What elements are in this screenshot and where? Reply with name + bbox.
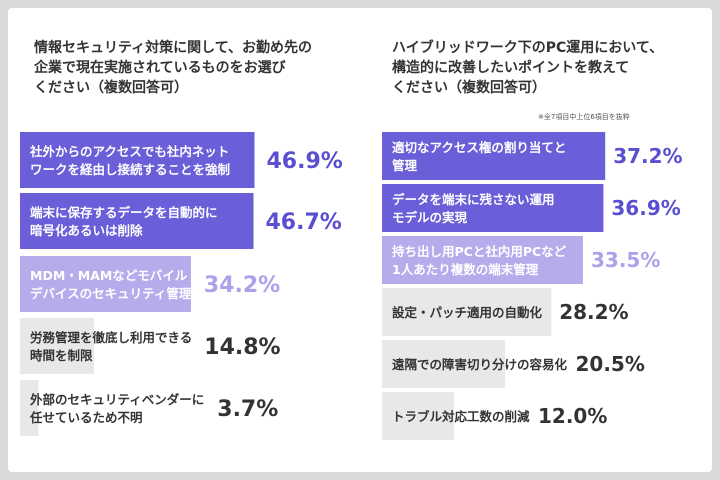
left-bar [20, 132, 255, 188]
left-bar-label: MDM・MAMなどモバイルデバイスのセキュリティ管理 [30, 268, 192, 301]
left-bar [20, 193, 254, 249]
right-bar [382, 236, 583, 284]
left-bar-label: 社外からのアクセスでも社内ネットワークを経由し接続することを強制 [29, 144, 230, 177]
right-bar-row: 適切なアクセス権の割り当てと管理 37.2% [382, 132, 683, 180]
right-bar-label: 遠隔での障害切り分けの容易化 [392, 357, 568, 372]
left-bar-row: MDM・MAMなどモバイルデバイスのセキュリティ管理 34.2% [20, 256, 280, 312]
right-bar [382, 340, 505, 388]
left-bar-label: 労務管理を徹底し利用できる時間を制限 [30, 330, 192, 363]
left-bar-value: 3.7% [217, 397, 278, 422]
right-chart-note: ※全7項目中上位6項目を抜粋 [538, 113, 630, 121]
right-bar-value: 37.2% [613, 144, 682, 168]
left-bar-label: 外部のセキュリティベンダーに任せているため不明 [29, 392, 204, 425]
right-bar-label: 設定・パッチ適用の自動化 [392, 305, 543, 320]
left-bar-value: 34.2% [204, 273, 280, 298]
right-bar-label: 持ち出し用PCと社内用PCなど 1人あたり複数の端末管理 [392, 244, 567, 277]
left-bar-value: 14.8% [204, 335, 280, 360]
right-bar [382, 184, 604, 232]
right-bar-row: 設定・パッチ適用の自動化 28.2% [382, 288, 629, 336]
left-bar-value: 46.7% [266, 210, 342, 235]
left-chart-title: 情報セキュリティ対策に関して、お勤め先の 企業で現在実施されているものをお選び … [34, 40, 313, 96]
left-bar-label: 端末に保存するデータを自動的に暗号化あるいは削除 [30, 205, 218, 238]
left-bar-row: 社外からのアクセスでも社内ネットワークを経由し接続することを強制 46.9% [20, 132, 343, 188]
right-chart-title: ハイブリッドワーク下のPC運用において、 構造的に改善したいポイントを教えて く… [392, 40, 664, 96]
right-bar-value: 33.5% [591, 248, 660, 272]
right-bar-row: 持ち出し用PCと社内用PCなど 1人あたり複数の端末管理 33.5% [382, 236, 660, 284]
right-bar-value: 28.2% [559, 300, 628, 324]
right-bar [382, 132, 606, 180]
right-bar-label: トラブル対応工数の削減 [392, 409, 530, 424]
right-bar-row: データを端末に残さない運用モデルの実現 36.9% [382, 184, 681, 232]
left-bar [20, 256, 191, 312]
left-bar [20, 318, 94, 374]
left-bar-value: 46.9% [267, 149, 343, 174]
right-bar-row: トラブル対応工数の削減 12.0% [382, 392, 607, 440]
right-bar [382, 288, 552, 336]
right-bar-value: 36.9% [611, 196, 680, 220]
right-bar [382, 392, 454, 440]
left-bar-row: 外部のセキュリティベンダーに任せているため不明 3.7% [20, 380, 278, 436]
right-bar-label: 適切なアクセス権の割り当てと管理 [392, 140, 566, 173]
right-bar-label: データを端末に残さない運用モデルの実現 [392, 192, 555, 225]
right-bar-row: 遠隔での障害切り分けの容易化 20.5% [382, 340, 645, 388]
left-bar [20, 380, 39, 436]
right-bar-value: 12.0% [538, 404, 607, 428]
right-bar-value: 20.5% [576, 352, 645, 376]
left-bar-row: 端末に保存するデータを自動的に暗号化あるいは削除 46.7% [20, 193, 342, 249]
left-bar-row: 労務管理を徹底し利用できる時間を制限 14.8% [20, 318, 281, 374]
